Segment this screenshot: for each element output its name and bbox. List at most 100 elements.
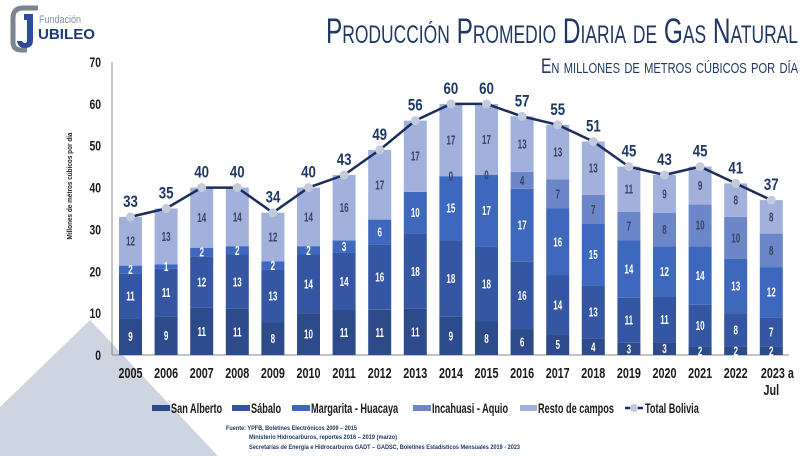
x-tick-label-2012: 2012 [368,364,392,381]
x-tick-label-2016: 2016 [510,364,534,381]
bar-segment-resto-de-campos-2018 [581,141,605,195]
total-marker-2022 [731,178,741,188]
bar-segment-resto-de-campos-2019 [617,166,641,212]
bar-segment-san-alberto-2010 [297,313,320,355]
legend-swatch-sabalo [232,405,250,411]
bar-segment-san-alberto-2005 [119,318,142,355]
bar-segment-san-alberto-2015 [475,321,498,355]
total-label-2018: 51 [586,117,601,136]
total-label-2007: 40 [194,163,209,182]
total-label-2020: 43 [657,151,672,170]
x-tick-label-2019: 2019 [617,364,641,381]
bar-segment-san-alberto-2016 [510,329,534,355]
legend-swatch-resto-de-campos [520,405,537,411]
x-tick-labels: 2005 2006 2007 2008 2009 2010 2011 2012 2013 2014… [119,364,795,398]
bar-segment-resto-de-campos-2005 [119,216,142,266]
x-tick-label-2011: 2011 [332,364,355,381]
segment-label-margarita-huacaya-2008: 2 [235,244,239,258]
stacked-bars [119,103,783,355]
segment-label-margarita-huacaya-2011: 3 [342,240,346,254]
bar-segment-resto-de-campos-2022 [724,183,748,217]
segment-label-san-alberto-2016: 6 [520,336,524,350]
background-triangle [0,320,218,456]
y-axis-label: Millones de métros cúbicos por día [65,132,74,240]
bar-segment-margarita-huacaya-2011 [332,240,356,253]
bar-segment-incahuasi-aquio-2023-a-jul [759,233,783,268]
segment-label-resto-de-campos-2005: 12 [126,235,135,249]
x-tick-label-2008: 2008 [225,364,249,381]
segment-label-san-alberto-2009: 8 [271,332,275,346]
x-tick-label-2017: 2017 [546,364,570,381]
legend-label-incahuasi-aquio: Incahuasi - Aquio [432,402,508,416]
segment-label-margarita-huacaya-2013: 10 [411,206,420,220]
segment-label-margarita-huacaya-2005: 2 [128,263,132,277]
bar-segment-san-alberto-2007 [190,307,214,355]
y-tick-label: 20 [90,264,102,280]
total-marker-2018 [588,137,598,146]
legend-swatch-san-alberto [152,405,170,411]
segment-label-margarita-huacaya-2023-a-jul: 12 [767,286,776,300]
segment-label-incahuasi-aquio-2015: 0 [484,169,488,183]
chart-subtitle: En millones de metros cúbicos por día [541,55,798,78]
x-tick-label-2015: 2015 [475,364,499,381]
bar-segment-margarita-huacaya-2021 [688,246,712,305]
bar-segment-sabalo-2016 [510,261,534,330]
segment-label-san-alberto-2008: 11 [233,326,242,340]
segment-label-incahuasi-aquio-2016: 4 [520,174,524,188]
segment-label-resto-de-campos-2020: 9 [662,187,666,201]
x-tick-label-2018: 2018 [581,364,605,381]
total-marker-2006 [161,204,171,213]
bar-segment-margarita-huacaya-2009 [261,261,285,270]
bar-segment-resto-de-campos-2014 [439,103,463,177]
legend-label-resto-de-campos: Resto de campos [538,402,614,416]
bar-segment-margarita-huacaya-2019 [617,240,641,298]
total-marker-2019 [624,162,634,172]
segment-label-resto-de-campos-2008: 14 [233,211,242,225]
segment-label-margarita-huacaya-2015: 17 [482,204,491,218]
bar-segment-margarita-huacaya-2005 [119,265,142,274]
total-marker-2016 [517,111,527,121]
total-label-2015: 60 [479,79,494,98]
x-tick-label-2020: 2020 [653,364,677,381]
total-label-2019: 45 [622,142,637,161]
bar-segment-margarita-huacaya-2006 [154,264,178,269]
total-label-2014: 60 [444,79,459,98]
segment-label-san-alberto-2006: 9 [164,329,168,343]
segment-label-san-alberto-2014: 9 [449,329,453,343]
total-marker-2005 [126,212,135,222]
x-tick-label-2021: 2021 [688,364,712,381]
segment-label-resto-de-campos-2015: 17 [482,133,491,147]
segment-label-resto-de-campos-2022: 8 [733,194,737,208]
bar-segment-san-alberto-2021 [688,346,712,355]
bar-segment-san-alberto-2022 [724,346,748,355]
segment-label-san-alberto-2019: 3 [627,343,631,357]
bar-segment-resto-de-campos-2015 [475,103,498,176]
total-label-2011: 43 [337,151,352,170]
segment-label-incahuasi-aquio-2022: 10 [731,231,740,245]
bar-segment-sabalo-2014 [439,240,463,317]
segment-label-san-alberto-2005: 9 [128,330,132,344]
total-marker-2021 [695,162,705,172]
segment-label-margarita-huacaya-2022: 13 [731,280,740,294]
bar-segment-sabalo-2005 [119,273,142,319]
bar-segment-margarita-huacaya-2007 [190,247,214,257]
segment-label-sabalo-2009: 13 [268,290,277,304]
segment-label-margarita-huacaya-2016: 17 [518,219,527,233]
bar-segment-margarita-huacaya-2013 [403,191,427,234]
bar-segment-resto-de-campos-2008 [225,187,249,247]
segment-label-resto-de-campos-2023-a-jul: 8 [769,211,773,225]
legend-label-margarita-huacaya: Margarita - Huacaya [311,402,399,416]
total-label-2012: 49 [372,125,387,144]
segment-label-sabalo-2014: 18 [446,272,455,286]
segment-label-margarita-huacaya-2009: 2 [271,259,275,273]
total-marker-2023-a-jul [766,195,776,205]
segment-label-san-alberto-2018: 4 [591,340,595,354]
x-tick-label-2023-a-jul: 2023 a [761,364,795,381]
segment-label-incahuasi-aquio-2017: 7 [555,187,559,201]
segment-label-sabalo-2007: 12 [197,276,206,290]
x-tick-label-2006: 2006 [154,364,178,381]
segment-label-resto-de-campos-2019: 11 [625,183,634,197]
segment-label-margarita-huacaya-2020: 12 [660,265,669,279]
segment-label-resto-de-campos-2011: 16 [340,201,349,215]
